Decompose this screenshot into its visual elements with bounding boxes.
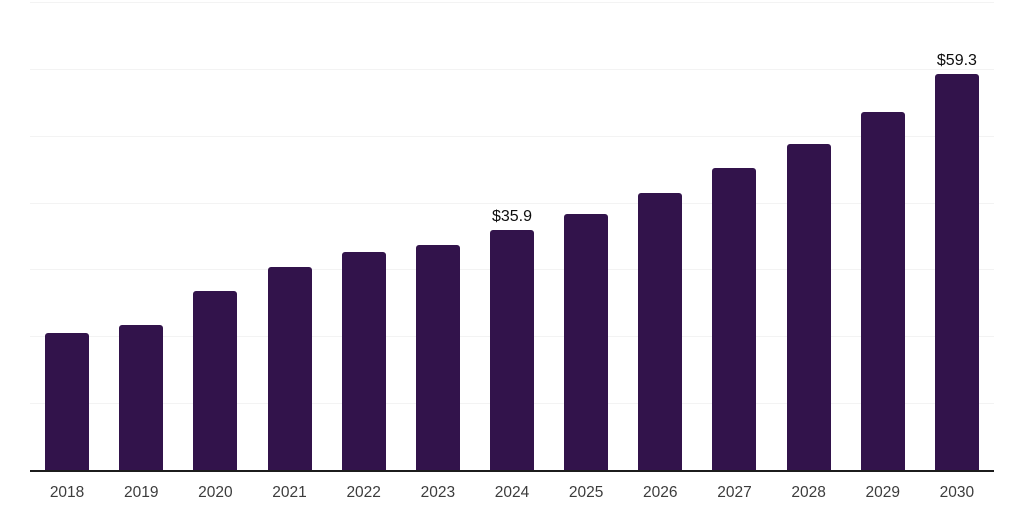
bar-2023 [415,244,460,470]
value-label-2030: $59.3 [936,51,977,69]
bar-2027 [712,168,757,470]
x-tick-label-2024: 2024 [494,484,530,501]
gridline-60 [30,68,994,70]
bar-2020 [193,291,238,470]
bar-2030 [934,73,979,470]
bar-2026 [638,193,683,470]
x-tick-label-2023: 2023 [420,484,456,501]
bar-2022 [341,252,386,470]
x-tick-label-2030: 2030 [939,484,975,501]
x-axis-line [30,470,994,472]
bar-2029 [860,112,905,470]
bar-2028 [786,143,831,470]
x-tick-label-2028: 2028 [791,484,826,501]
x-tick-label-2025: 2025 [568,484,604,501]
bar-2019 [119,324,164,470]
x-tick-label-2020: 2020 [198,484,233,501]
bar-2021 [267,266,312,470]
bar-2024 [490,229,534,470]
bar-2018 [45,332,90,470]
x-tick-label-2019: 2019 [123,484,159,501]
bar-2025 [564,213,609,470]
gridline-70 [30,2,994,3]
value-label-2024: $35.9 [491,207,533,225]
gridline-50 [30,135,994,137]
x-tick-label-2018: 2018 [49,484,85,501]
x-tick-label-2022: 2022 [346,484,381,501]
x-tick-label-2027: 2027 [717,484,752,501]
x-tick-label-2026: 2026 [643,484,678,501]
x-tick-label-2021: 2021 [272,484,307,501]
gridline-40 [30,202,994,204]
x-tick-label-2029: 2029 [865,484,900,501]
